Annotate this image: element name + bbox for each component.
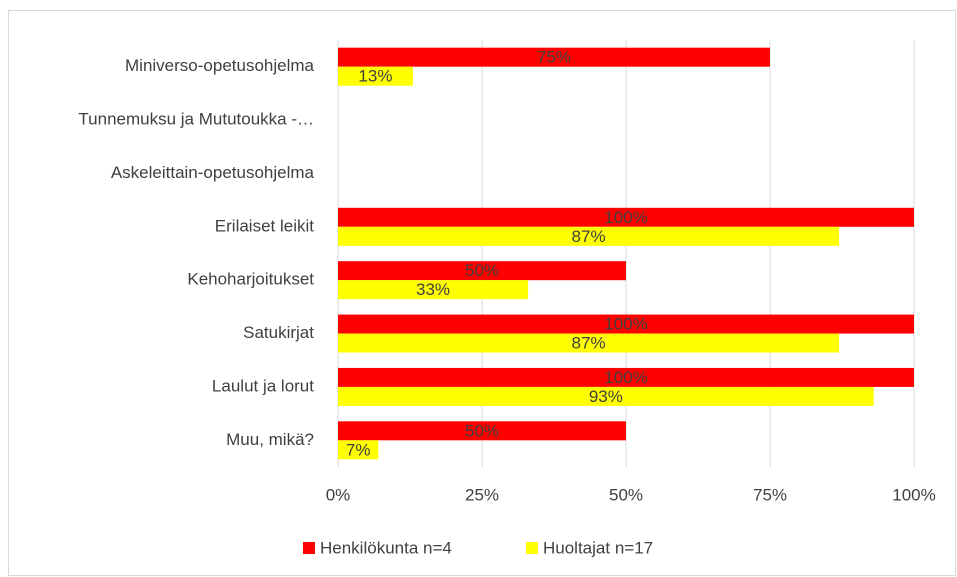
bar [338,314,914,334]
bar [338,207,914,227]
bar [338,226,840,246]
legend-swatch [526,542,538,554]
data-label: 100% [604,315,647,334]
data-label: 87% [572,227,606,246]
x-tick-label: 0% [326,485,351,504]
y-tick-label: Kehoharjoitukset [187,270,314,289]
bar [338,280,529,300]
data-label: 50% [465,421,499,440]
bar [338,47,770,67]
x-tick-label: 50% [609,485,643,504]
legend-label: Huoltajat n=17 [543,538,653,557]
bar [338,421,626,441]
x-tick-label: 100% [892,485,935,504]
bar [338,440,379,460]
bar [338,66,413,86]
data-label: 100% [604,368,647,387]
data-label: 50% [465,261,499,280]
legend-swatch [303,542,315,554]
y-tick-label: Laulut ja lorut [212,376,314,395]
bar [338,261,626,281]
data-label: 7% [346,440,371,459]
y-tick-label: Askeleittain-opetusohjelma [111,163,315,182]
data-label: 75% [537,48,571,67]
y-tick-label: Muu, mikä? [226,430,314,449]
x-tick-label: 75% [753,485,787,504]
data-label: 33% [416,280,450,299]
legend-label: Henkilökunta n=4 [320,538,452,557]
bar [338,386,874,406]
data-label: 93% [589,387,623,406]
y-tick-label: Satukirjat [243,323,314,342]
bar [338,333,840,353]
y-tick-label: Tunnemuksu ja Mututoukka -… [78,110,314,129]
bar [338,367,914,387]
data-label: 13% [358,67,392,86]
y-tick-label: Erilaiset leikit [215,216,314,235]
data-label: 100% [604,208,647,227]
y-tick-label: Miniverso-opetusohjelma [125,56,315,75]
x-tick-label: 25% [465,485,499,504]
data-label: 87% [572,334,606,353]
